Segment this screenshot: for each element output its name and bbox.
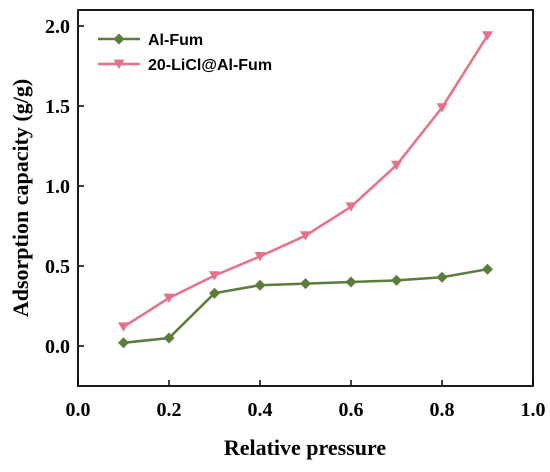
data-point bbox=[209, 271, 220, 281]
data-point bbox=[254, 279, 266, 291]
data-point bbox=[118, 322, 129, 332]
y-tick-label: 0.0 bbox=[45, 336, 70, 358]
series-0 bbox=[118, 263, 493, 349]
series-1 bbox=[118, 31, 493, 332]
data-point bbox=[163, 293, 175, 303]
data-point bbox=[345, 276, 357, 288]
data-point bbox=[482, 263, 493, 275]
y-tick-label: 2.0 bbox=[45, 16, 70, 38]
x-tick-label: 0.2 bbox=[157, 399, 182, 421]
y-tick-label: 0.5 bbox=[45, 256, 70, 278]
x-axis-title: Relative pressure bbox=[224, 435, 387, 460]
series-layer bbox=[118, 31, 493, 349]
data-point bbox=[345, 202, 357, 212]
legend-item: Al-Fum bbox=[98, 32, 203, 49]
data-point bbox=[118, 337, 129, 349]
x-tick-label: 0.6 bbox=[339, 399, 364, 421]
data-point bbox=[300, 278, 311, 290]
data-point bbox=[391, 274, 402, 286]
y-tick-label: 1.0 bbox=[45, 176, 70, 198]
data-point bbox=[300, 231, 311, 241]
legend-item: 20-LiCl@Al-Fum bbox=[98, 57, 272, 74]
legend-marker bbox=[113, 33, 125, 45]
x-tick-label: 0.0 bbox=[66, 399, 91, 421]
legend-label: Al-Fum bbox=[148, 32, 203, 49]
data-point bbox=[391, 160, 402, 171]
data-point bbox=[436, 271, 448, 283]
y-axis-title: Adsorption capacity (g/g) bbox=[8, 79, 33, 317]
x-tick-label: 0.4 bbox=[248, 399, 273, 421]
data-point bbox=[163, 332, 175, 344]
legend-marker bbox=[113, 59, 125, 69]
data-point bbox=[209, 287, 220, 299]
data-point bbox=[436, 103, 448, 113]
plot-frame bbox=[77, 9, 534, 387]
x-tick-label: 0.8 bbox=[430, 399, 455, 421]
data-point bbox=[254, 252, 266, 262]
y-tick-label: 1.5 bbox=[45, 96, 70, 118]
x-tick-label: 1.0 bbox=[521, 399, 546, 421]
legend: Al-Fum 20-LiCl@Al-Fum bbox=[98, 32, 272, 74]
axis-ticks: 0.0 0.2 0.4 0.6 0.8 1.0 0.0 0.5 1.0 1.5 2.0 bbox=[45, 16, 546, 421]
data-point bbox=[482, 31, 493, 41]
legend-label: 20-LiCl@Al-Fum bbox=[148, 57, 272, 74]
